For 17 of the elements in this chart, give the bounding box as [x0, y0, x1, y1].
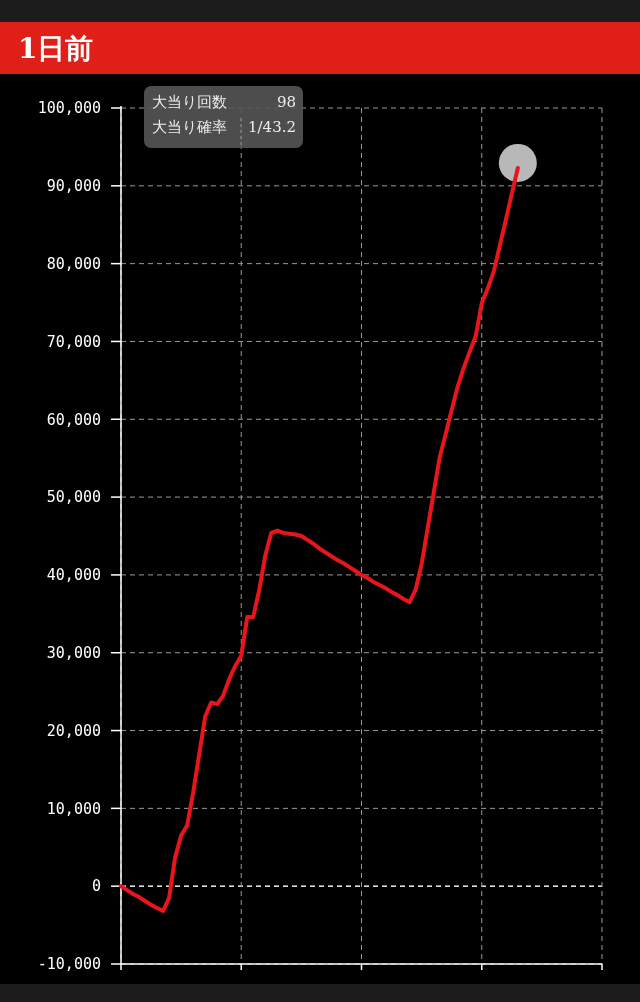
y-tick-label: 60,000 [46, 410, 101, 429]
y-tick-label: 50,000 [46, 488, 101, 507]
y-tick-label: 80,000 [46, 254, 101, 273]
y-tick-label: 90,000 [46, 177, 101, 196]
annotation: 大当り回数 [152, 93, 227, 111]
y-tick-label: 20,000 [46, 721, 101, 740]
annotation: 大当り確率 [152, 118, 227, 136]
y-tick-label: 40,000 [46, 566, 101, 585]
annotation: 98 [276, 93, 296, 111]
y-tick-label: 30,000 [46, 643, 101, 662]
y-tick-label: -10,000 [37, 955, 101, 974]
annotation: 1/43.2 [248, 118, 296, 136]
y-tick-label: 100,000 [37, 99, 101, 118]
chart-title: 1日前 [18, 32, 94, 65]
y-tick-label: 10,000 [46, 799, 101, 818]
y-tick-label: 0 [91, 877, 101, 896]
y-tick-label: 70,000 [46, 332, 101, 351]
